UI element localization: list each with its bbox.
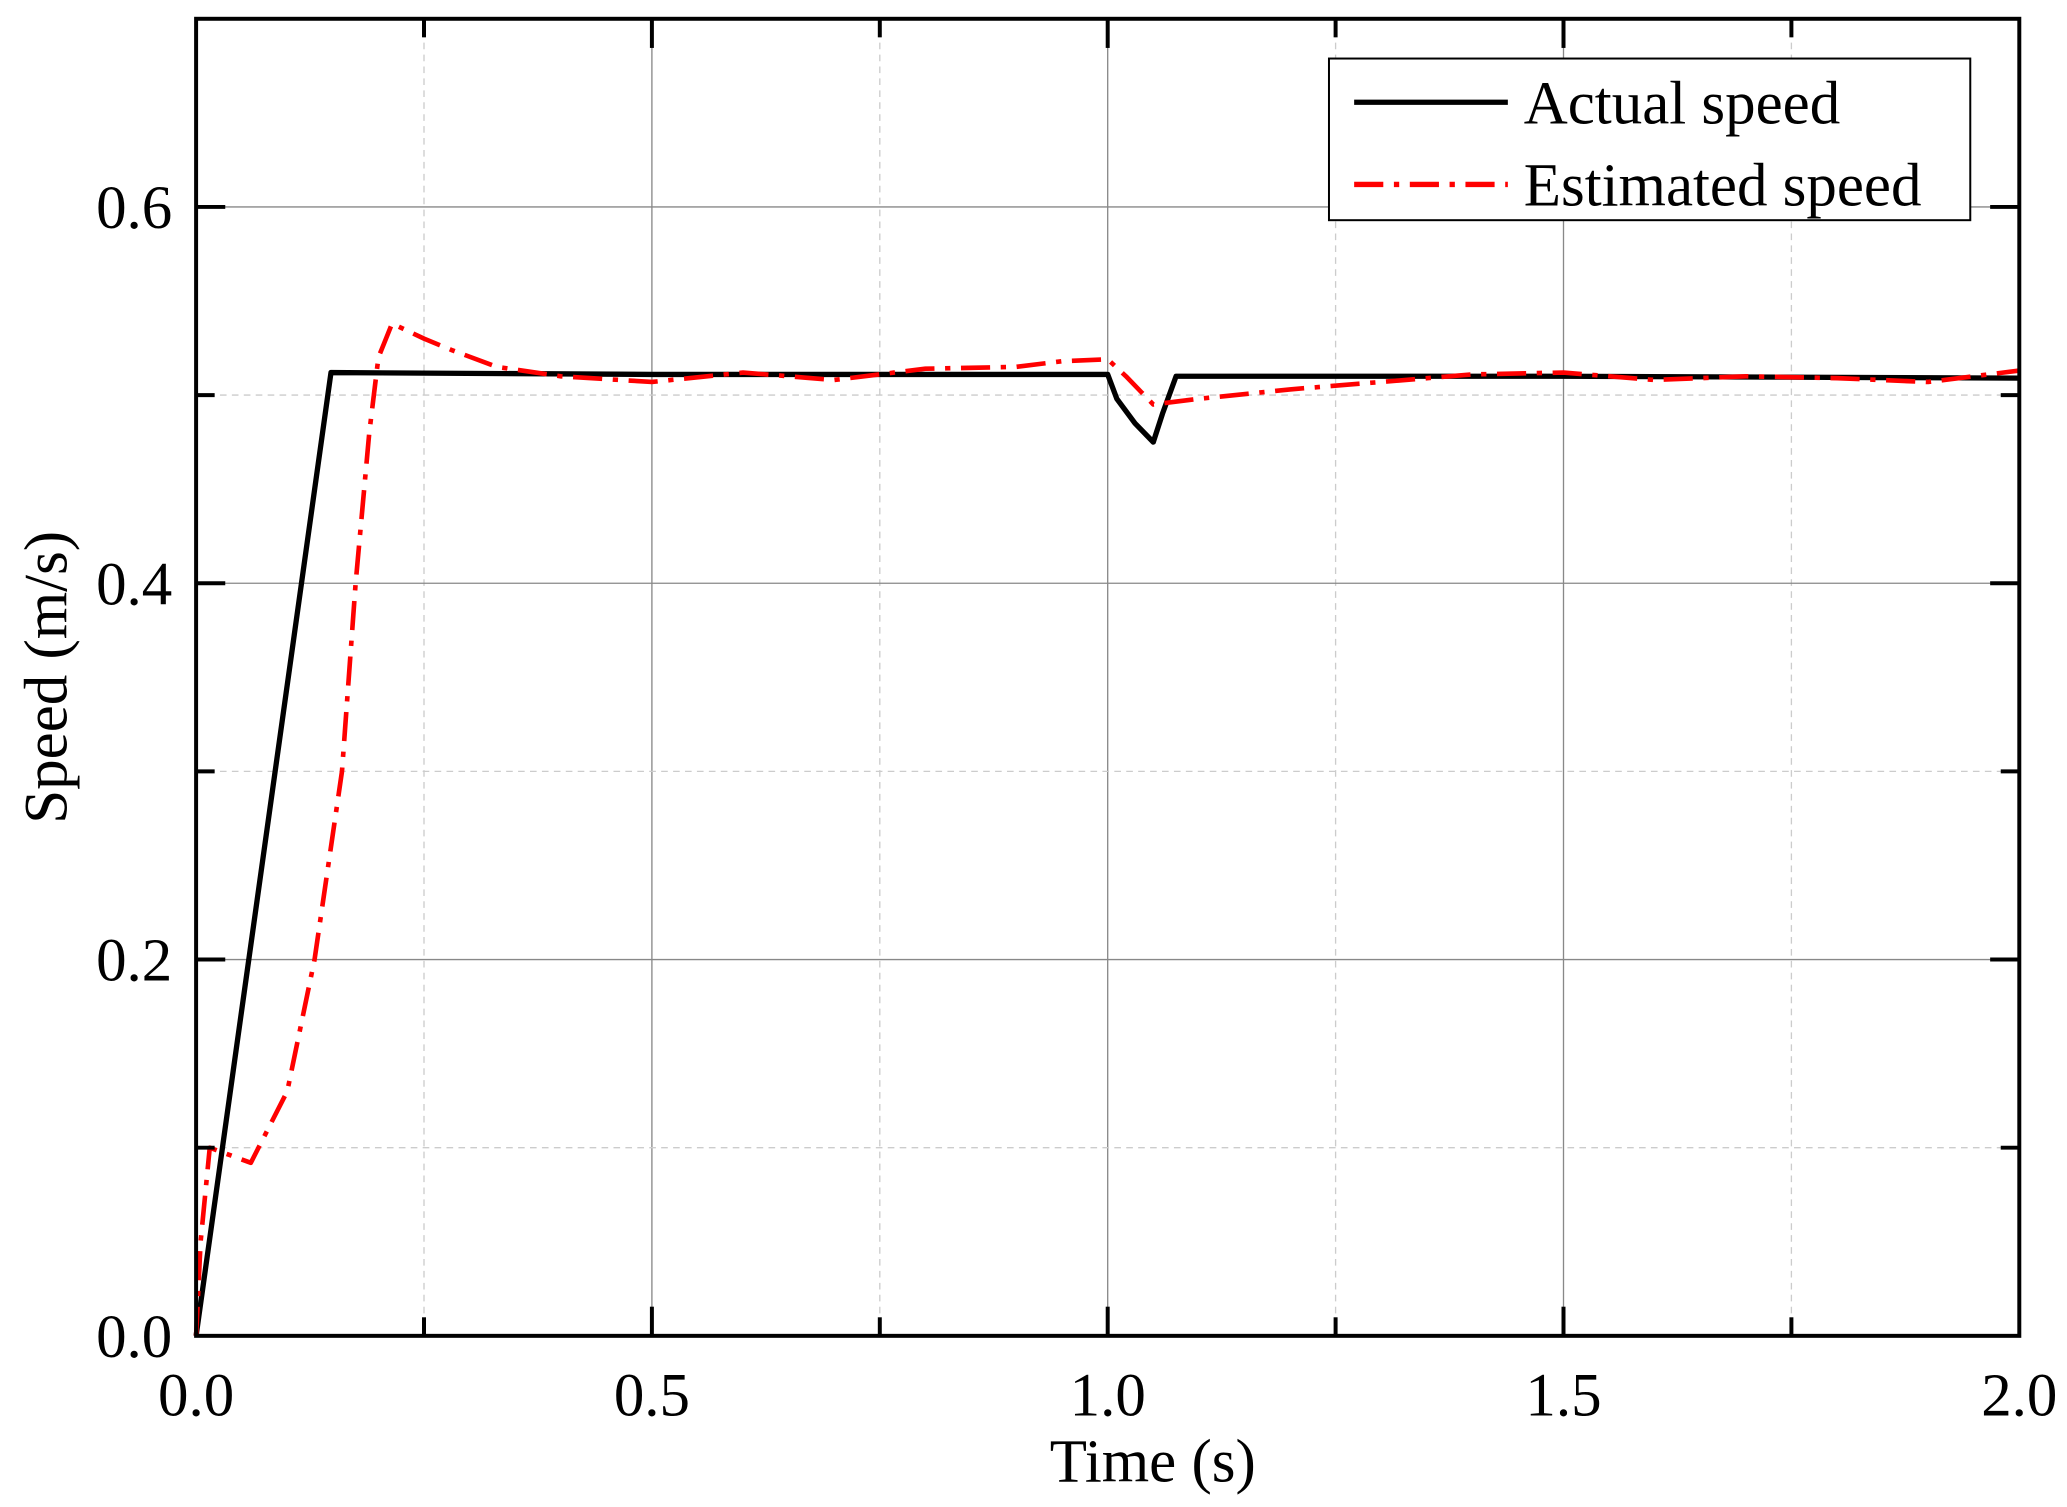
x-tick-label: 0.5: [614, 1362, 690, 1429]
y-tick-label: 0.4: [96, 551, 172, 618]
x-tick-label: 0.0: [158, 1362, 234, 1429]
y-axis-label: Speed (m/s): [13, 531, 80, 824]
x-tick-label: 1.0: [1070, 1362, 1146, 1429]
legend-label-estimated: Estimated speed: [1524, 153, 1922, 220]
series-estimated-speed: [193, 321, 2020, 1336]
x-tick-label: 2.0: [1981, 1362, 2057, 1429]
legend-label-actual: Actual speed: [1524, 70, 1840, 137]
x-axis-label: Time (s): [1050, 1429, 1256, 1496]
y-tick-label: 0.0: [96, 1304, 172, 1371]
series-lines: [193, 321, 2020, 1337]
legend-box: [1327, 57, 1972, 222]
y-tick-label: 0.6: [96, 175, 172, 242]
x-tick-label: 1.5: [1525, 1362, 1601, 1429]
legend: Actual speed Estimated speed: [1327, 57, 1972, 222]
y-tick-label: 0.2: [96, 928, 172, 995]
ticks: 0.0 0.5 1.0 1.5 2.0 0.0 0.2 0.4 0.6: [96, 18, 2057, 1429]
